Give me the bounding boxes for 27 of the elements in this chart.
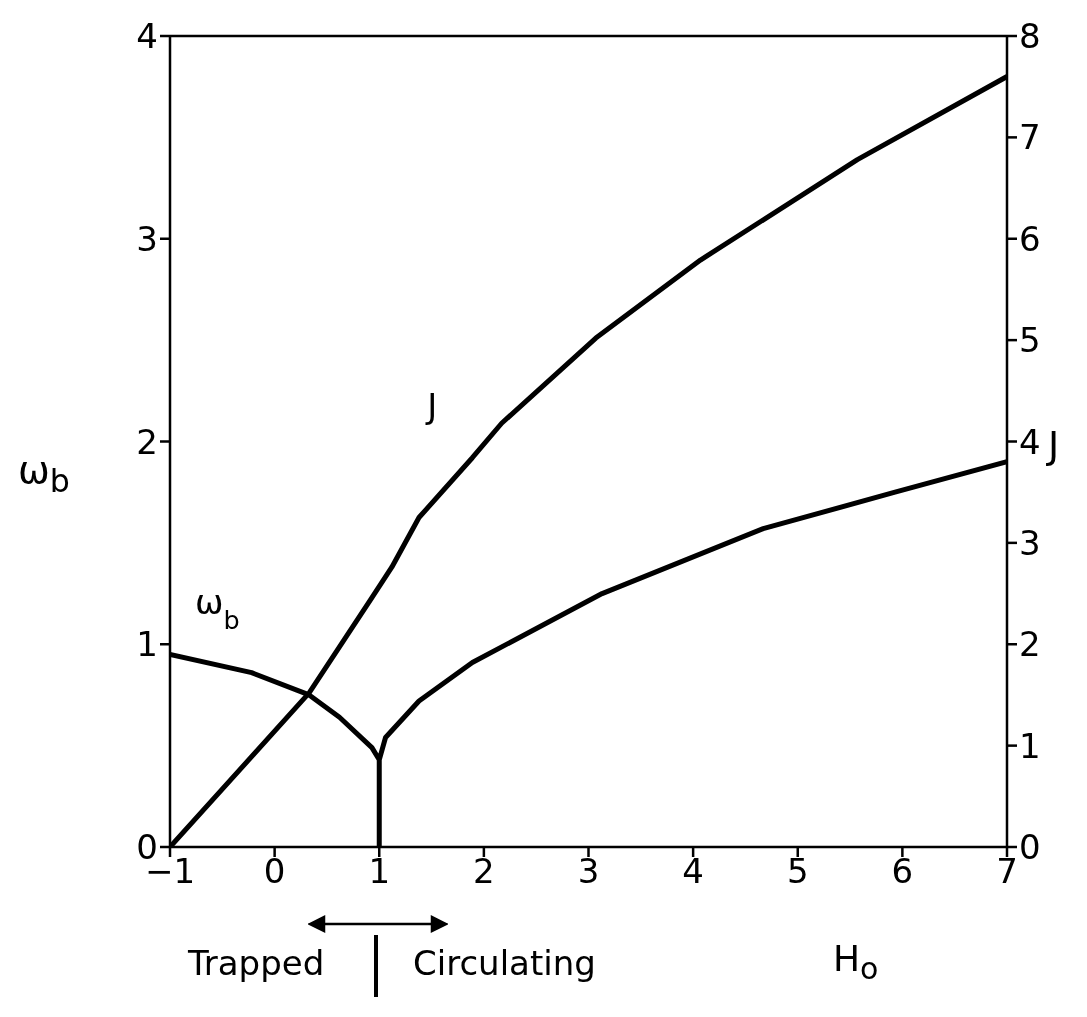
x-tick-label: 5 bbox=[786, 851, 809, 892]
x-tick-label: 0 bbox=[263, 851, 286, 892]
y-tick-label: 3 bbox=[136, 218, 158, 259]
y-axis-title: ω$_{b}$ bbox=[18, 448, 70, 499]
x-tick-label: 7 bbox=[996, 851, 1018, 892]
y2-tick-label: 6 bbox=[1019, 218, 1041, 259]
y2-axis-title: J bbox=[1048, 423, 1060, 467]
y-tick-label: 1 bbox=[136, 624, 158, 665]
text: Circulating bbox=[413, 943, 596, 983]
x-tick-label: 4 bbox=[682, 851, 704, 892]
y2-tick-label: 7 bbox=[1019, 117, 1041, 158]
text: Trapped bbox=[188, 943, 325, 983]
series-label: J bbox=[425, 385, 438, 426]
x-tick-label: 2 bbox=[473, 851, 495, 892]
y-tick-label: 2 bbox=[136, 421, 158, 462]
series-label: ω$_{b}$ bbox=[195, 582, 240, 636]
x-axis-title: H$_{o}$ bbox=[833, 938, 879, 987]
y2-tick-label: 8 bbox=[1019, 16, 1041, 57]
y2-tick-label: 1 bbox=[1019, 725, 1041, 766]
x-tick-label: 1 bbox=[368, 851, 391, 892]
y2-tick-label: 3 bbox=[1019, 522, 1041, 563]
y2-tick-label: 2 bbox=[1019, 624, 1041, 665]
x-tick-label: 6 bbox=[891, 851, 914, 892]
y2-tick-label: 4 bbox=[1019, 421, 1041, 462]
x-tick-label: 3 bbox=[577, 851, 600, 892]
y-tick-label: 4 bbox=[136, 16, 158, 57]
y2-tick-label: 5 bbox=[1019, 320, 1041, 361]
